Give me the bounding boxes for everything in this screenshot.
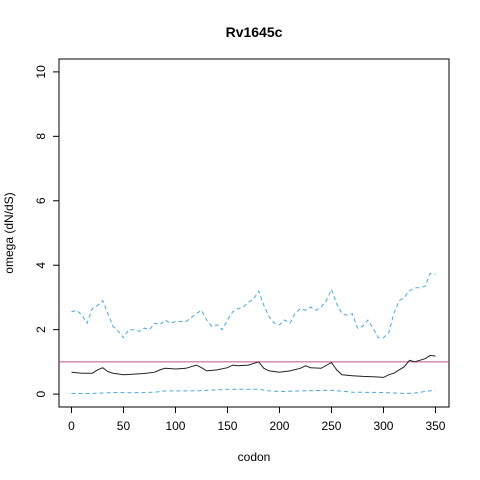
x-tick-label: 350 [425, 419, 445, 433]
x-axis-label: codon [238, 450, 271, 464]
y-tick-label: 6 [34, 197, 48, 204]
y-tick-label: 10 [34, 65, 48, 79]
y-tick-label: 0 [34, 390, 48, 397]
upper-bound-line [71, 272, 436, 339]
y-tick-label: 8 [34, 133, 48, 140]
x-tick-label: 150 [217, 419, 237, 433]
y-axis: 0 2 4 6 8 10 [34, 65, 60, 397]
omega-estimate-line [71, 354, 436, 378]
chart-title: Rv1645c [226, 24, 283, 40]
x-axis: 0 50 100 150 200 250 300 350 [68, 406, 446, 433]
x-tick-label: 300 [373, 419, 393, 433]
x-tick-label: 0 [68, 419, 75, 433]
x-tick-label: 50 [117, 419, 131, 433]
x-tick-label: 100 [165, 419, 185, 433]
x-tick-label: 200 [269, 419, 289, 433]
y-axis-label: omega (dN/dS) [2, 192, 16, 273]
plot-frame [58, 58, 450, 408]
x-tick-label: 250 [321, 419, 341, 433]
lower-bound-line [71, 388, 436, 395]
y-tick-label: 4 [34, 262, 48, 269]
y-tick-label: 2 [34, 326, 48, 333]
series-layer [71, 272, 436, 395]
